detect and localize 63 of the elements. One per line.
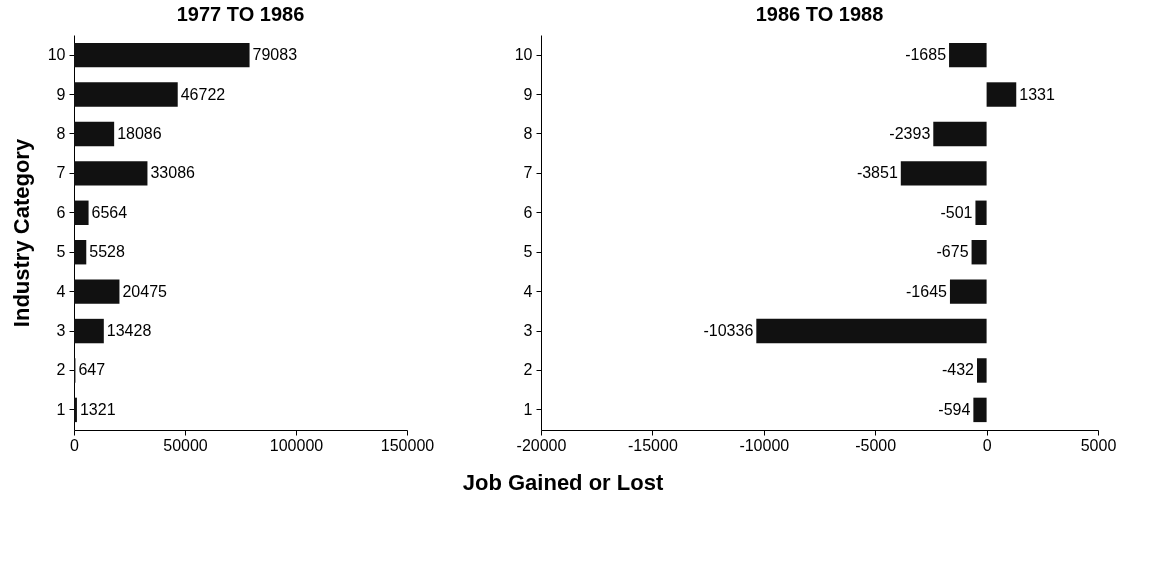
data-label: 46722 — [180, 85, 226, 103]
data-label: 79083 — [252, 46, 298, 64]
x-tick-label: -10000 — [739, 436, 790, 454]
data-label: -2393 — [889, 124, 931, 142]
y-tick-label: 10 — [514, 46, 533, 64]
y-tick-label: 5 — [523, 243, 533, 261]
bar — [74, 82, 178, 107]
y-tick-label: 5 — [56, 243, 66, 261]
chart-title: 1977 TO 1986 — [176, 3, 305, 25]
y-tick-label: 10 — [47, 46, 66, 64]
bar — [74, 200, 89, 226]
y-tick-label: 2 — [523, 361, 533, 379]
data-label: 20475 — [122, 282, 168, 300]
bar — [74, 318, 104, 344]
y-tick-label: 1 — [523, 400, 533, 418]
data-label: -501 — [940, 203, 973, 221]
y-axis-title: Industry Category — [8, 138, 34, 328]
y-tick-label: 3 — [56, 322, 66, 340]
data-label: -1645 — [906, 282, 948, 300]
y-tick-label: 6 — [56, 203, 66, 221]
y-tick-label: 6 — [523, 203, 533, 221]
x-tick-label: 100000 — [269, 436, 324, 454]
y-tick-label: 4 — [56, 282, 66, 300]
y-tick-label: 9 — [523, 85, 533, 103]
x-tick-label: -20000 — [516, 436, 567, 454]
x-tick-label: 0 — [982, 436, 992, 454]
data-label: -3851 — [856, 164, 898, 182]
data-label: -594 — [938, 400, 971, 418]
data-label: 18086 — [117, 124, 162, 142]
data-label: 5528 — [89, 243, 125, 261]
data-label: 33086 — [150, 164, 196, 182]
y-tick-label: 7 — [56, 164, 66, 182]
y-tick-label: 7 — [523, 164, 533, 182]
data-label: 647 — [78, 361, 106, 379]
bar — [74, 42, 250, 68]
data-label: -675 — [936, 243, 969, 261]
chart-title: 1986 TO 1988 — [755, 3, 884, 25]
bar — [74, 279, 120, 304]
x-tick-label: 150000 — [380, 436, 435, 454]
bar — [74, 121, 115, 147]
x-axis-title: Job Gained or Lost — [462, 470, 664, 495]
y-tick-label: 4 — [523, 282, 533, 300]
y-tick-label: 2 — [56, 361, 66, 379]
y-tick-label: 8 — [56, 124, 66, 142]
bar — [74, 239, 87, 265]
x-tick-label: 5000 — [1080, 436, 1117, 454]
x-tick-label: -15000 — [627, 436, 678, 454]
x-tick-label: 0 — [70, 436, 80, 454]
data-label: -10336 — [703, 322, 754, 340]
bar — [74, 397, 77, 423]
data-label: 13428 — [106, 322, 152, 340]
data-label: 1331 — [1019, 85, 1055, 103]
x-tick-label: 50000 — [163, 436, 208, 454]
bar — [74, 161, 148, 186]
y-tick-label: 1 — [56, 400, 66, 418]
y-tick-label: 3 — [523, 322, 533, 340]
data-label: -1685 — [905, 46, 947, 64]
data-label: 6564 — [91, 203, 128, 221]
y-tick-label: 8 — [523, 124, 533, 142]
y-tick-label: 9 — [56, 85, 66, 103]
data-label: -432 — [941, 361, 975, 379]
data-label: 1321 — [79, 400, 116, 418]
x-tick-label: -5000 — [855, 436, 897, 454]
